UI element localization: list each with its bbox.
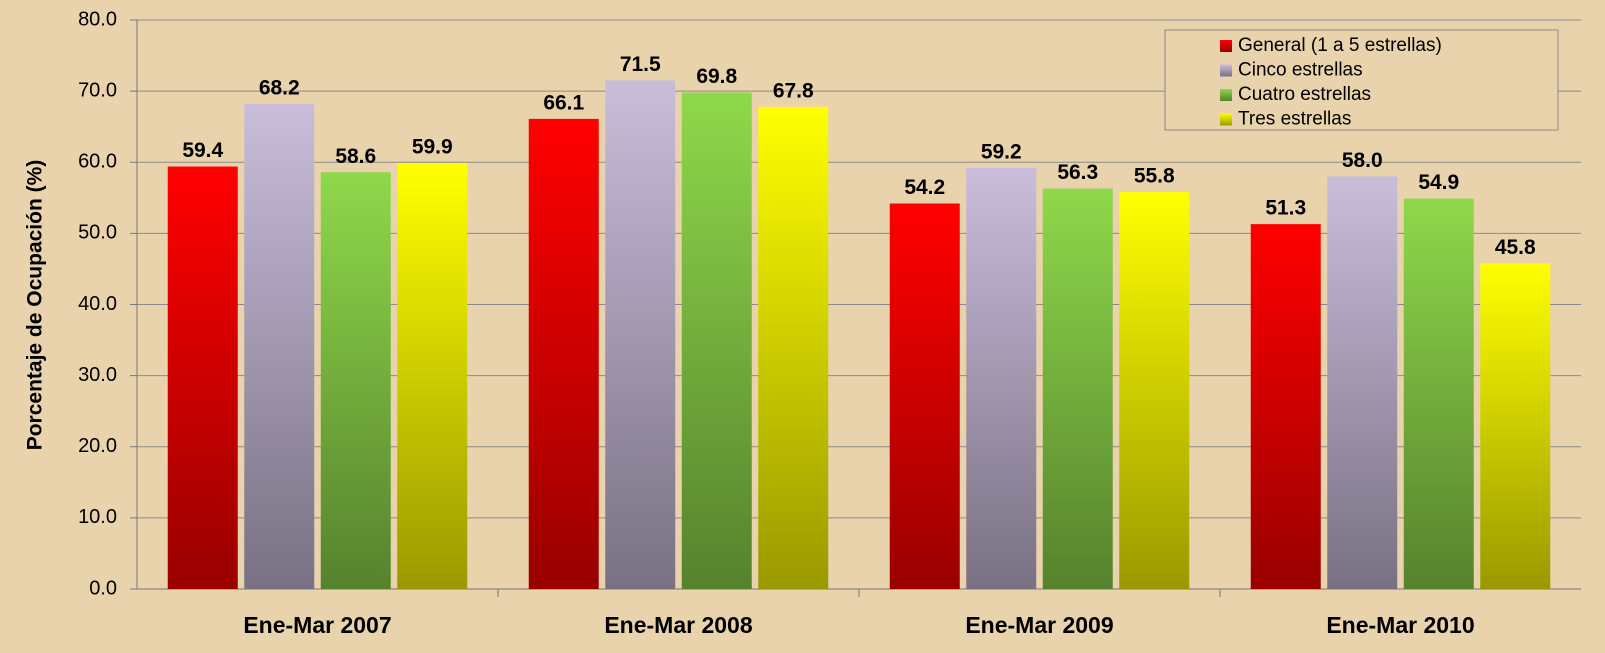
bar — [966, 167, 1037, 589]
bar — [1327, 176, 1398, 589]
bar — [605, 80, 676, 590]
bar — [528, 118, 599, 590]
bar — [397, 162, 468, 589]
value-label: 66.1 — [543, 91, 584, 114]
bar — [244, 103, 315, 590]
y-tick-label: 60.0 — [78, 151, 117, 173]
value-label: 51.3 — [1265, 197, 1306, 220]
legend-label: Tres estrellas — [1238, 109, 1351, 130]
bar — [681, 92, 752, 590]
y-tick-label: 0.0 — [89, 577, 117, 599]
y-tick-label: 50.0 — [78, 222, 117, 244]
y-tick-label: 40.0 — [78, 293, 117, 315]
legend-label: General (1 a 5 estrellas) — [1238, 35, 1442, 56]
bar — [1042, 188, 1113, 589]
x-tick-label: Ene-Mar 2010 — [1326, 612, 1474, 638]
bar — [1250, 224, 1321, 589]
value-label: 45.8 — [1495, 236, 1536, 259]
bar — [889, 203, 960, 589]
value-label: 59.2 — [981, 140, 1022, 163]
value-label: 69.8 — [696, 65, 737, 88]
y-tick-label: 30.0 — [78, 364, 117, 386]
value-label: 71.5 — [620, 53, 661, 76]
legend-swatch — [1220, 89, 1232, 101]
value-label: 54.9 — [1418, 171, 1459, 194]
bar — [1480, 263, 1551, 589]
x-tick-label: Ene-Mar 2007 — [243, 612, 391, 638]
bar — [320, 172, 391, 589]
y-tick-label: 10.0 — [78, 506, 117, 528]
legend-label: Cinco estrellas — [1238, 60, 1363, 81]
y-tick-label: 70.0 — [78, 79, 117, 101]
bar — [167, 166, 238, 589]
y-tick-label: 80.0 — [78, 8, 117, 30]
value-label: 55.8 — [1134, 165, 1175, 188]
value-label: 59.9 — [412, 136, 453, 159]
y-axis-title: Porcentaje de Ocupación (%) — [24, 160, 47, 451]
x-tick-label: Ene-Mar 2008 — [604, 612, 753, 638]
bar — [758, 106, 829, 590]
y-tick-label: 20.0 — [78, 435, 117, 457]
bar — [1119, 192, 1190, 589]
value-label: 58.0 — [1342, 149, 1383, 172]
value-label: 67.8 — [773, 79, 814, 102]
legend-label: Cuatro estrellas — [1238, 84, 1371, 105]
bar — [1403, 198, 1474, 589]
legend-swatch — [1220, 64, 1232, 77]
value-label: 58.6 — [335, 145, 376, 168]
legend-swatch — [1220, 113, 1232, 126]
legend-swatch — [1220, 40, 1232, 52]
value-label: 68.2 — [259, 76, 300, 99]
value-label: 59.4 — [182, 139, 223, 162]
value-label: 56.3 — [1057, 161, 1098, 184]
value-label: 54.2 — [904, 176, 945, 199]
x-tick-label: Ene-Mar 2009 — [965, 612, 1113, 638]
